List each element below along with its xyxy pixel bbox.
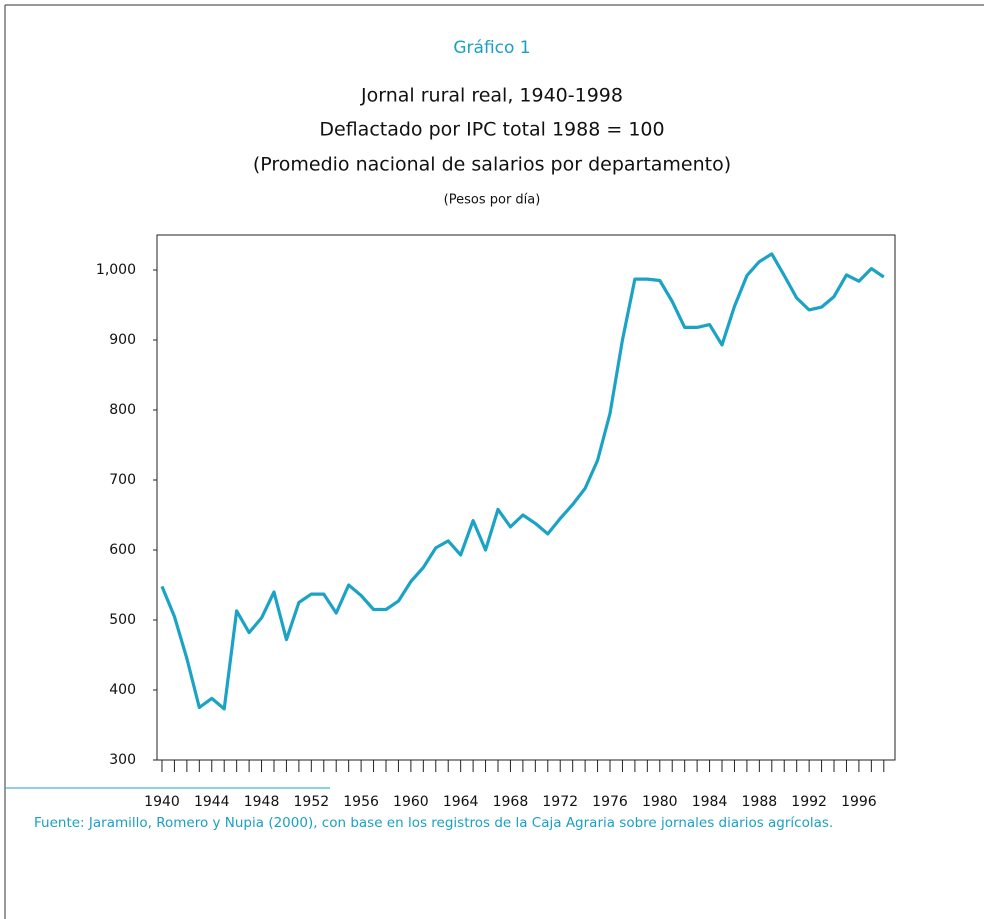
y-tick-label: 800 — [109, 402, 136, 418]
subtitle: Jornal rural real, 1940-1998 — [360, 85, 623, 107]
y-tick-label: 1,000 — [96, 262, 136, 278]
x-tick-label: 1996 — [841, 794, 877, 810]
source-note: Fuente: Jaramillo, Romero y Nupia (2000)… — [34, 815, 833, 831]
x-tick-label: 1984 — [692, 794, 728, 810]
x-tick-label: 1952 — [294, 794, 330, 810]
plot-frame — [156, 234, 896, 761]
x-tick-label: 1968 — [493, 794, 529, 810]
x-tick-label: 1944 — [194, 794, 230, 810]
y-tick-label: 500 — [109, 612, 136, 628]
x-tick-label: 1956 — [343, 794, 379, 810]
x-tick-label: 1940 — [144, 794, 180, 810]
y-tick-label: 900 — [109, 332, 136, 348]
x-tick-label: 1972 — [542, 794, 578, 810]
y-tick-label: 400 — [109, 682, 136, 698]
x-tick-label: 1980 — [642, 794, 678, 810]
subtitle: Deflactado por IPC total 1988 = 100 — [319, 119, 664, 141]
y-tick-label: 300 — [109, 752, 136, 768]
subtitle: (Promedio nacional de salarios por depar… — [253, 154, 731, 176]
x-tick-label: 1948 — [244, 794, 280, 810]
y-tick-label: 700 — [109, 472, 136, 488]
y-tick-label: 600 — [109, 542, 136, 558]
chart-title: Gráfico 1 — [453, 38, 530, 58]
x-tick-label: 1960 — [393, 794, 429, 810]
data-line — [160, 252, 885, 711]
y-axis-label: (Pesos por día) — [444, 193, 541, 208]
x-tick-label: 1964 — [443, 794, 479, 810]
x-tick-label: 1992 — [791, 794, 827, 810]
x-tick-label: 1976 — [592, 794, 628, 810]
x-tick-label: 1988 — [742, 794, 778, 810]
